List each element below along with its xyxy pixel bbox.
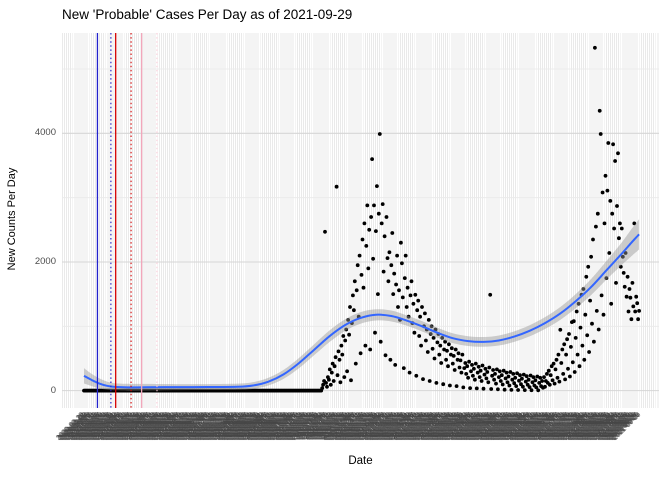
scatter-points (82, 45, 641, 393)
x-axis-tick-labels: 2020-02-282020-02-292020-03-012020-03-02… (55, 411, 642, 441)
y-tick-label: 0 (50, 384, 56, 396)
y-axis-title: New Counts Per Day (6, 167, 18, 271)
gridlines (62, 68, 659, 392)
smooth-line (83, 233, 640, 389)
plot-panel (62, 33, 659, 408)
plot-title: New 'Probable' Cases Per Day as of 2021-… (62, 7, 353, 22)
confidence-ribbon (84, 219, 640, 391)
y-tick-label: 4000 (34, 127, 56, 139)
reference-vlines (96, 33, 158, 408)
y-tick-label: 2000 (34, 255, 56, 267)
x-axis-title: Date (348, 455, 373, 467)
y-axis-tick-labels: 0 2000 4000 (0, 0, 56, 480)
